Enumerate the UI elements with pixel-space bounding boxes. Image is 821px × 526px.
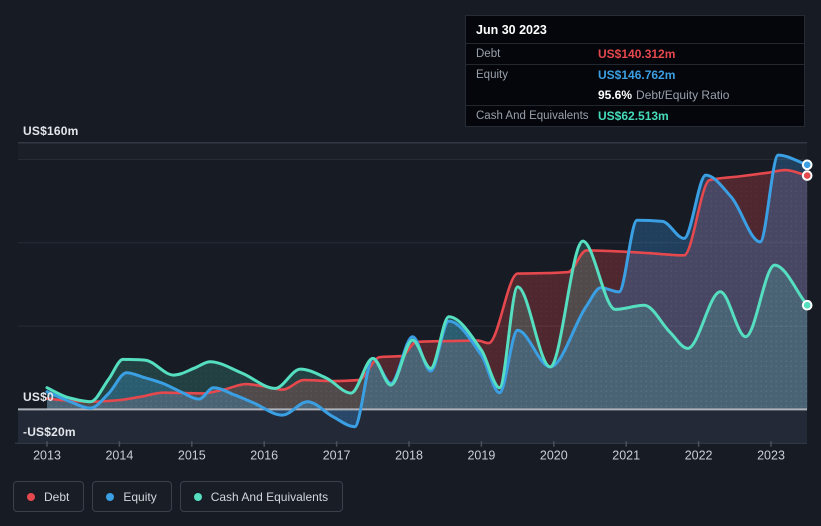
tooltip-cash-value: US$62.513m: [598, 109, 669, 123]
cash-dot-icon: [193, 492, 202, 501]
legend-item-equity[interactable]: Equity: [92, 481, 172, 512]
x-axis-label-2020: 2020: [540, 449, 568, 463]
tooltip-debt-label: Debt: [476, 48, 501, 60]
equity-line: [45, 153, 809, 429]
x-axis-label-2018: 2018: [395, 449, 423, 463]
tooltip-row-ratio: 95.6% Debt/Equity Ratio: [466, 85, 804, 106]
x-axis-label-2021: 2021: [612, 449, 640, 463]
tooltip-row-cash: Cash And Equivalents US$62.513m: [466, 106, 804, 126]
tooltip-ratio-label: Debt/Equity Ratio: [636, 88, 730, 102]
chart-legend: Debt Equity Cash And Equivalents: [13, 481, 344, 512]
cash-area-texture: [47, 241, 808, 410]
legend-item-debt[interactable]: Debt: [13, 481, 85, 512]
x-axis-label-2022: 2022: [685, 449, 713, 463]
x-axis-label-2014: 2014: [105, 449, 133, 463]
tooltip-row-debt: Debt US$140.312m: [466, 44, 804, 65]
y-axis-label-top: US$160m: [23, 124, 79, 138]
x-axis-label-2017: 2017: [323, 449, 351, 463]
below-zero-band: [18, 410, 807, 443]
legend-item-cash[interactable]: Cash And Equivalents: [179, 481, 344, 512]
y-axis-label-zero: US$0: [23, 390, 54, 404]
cash-line: [45, 239, 809, 404]
tooltip-row-equity: Equity US$146.762m: [466, 65, 804, 85]
tooltip-cash-label: Cash And Equivalents: [476, 110, 589, 122]
equity-endpoint-dot[interactable]: [801, 159, 813, 171]
legend-cash-label: Cash And Equivalents: [210, 489, 329, 504]
debt-dot-icon: [27, 492, 35, 501]
legend-equity-label: Equity: [123, 489, 157, 504]
cash-endpoint-dot[interactable]: [801, 299, 813, 311]
x-axis-label-2019: 2019: [467, 449, 495, 463]
tooltip-equity-label: Equity: [476, 69, 508, 81]
tooltip-date: Jun 30 2023: [466, 16, 804, 44]
tooltip-debt-value: US$140.312m: [598, 47, 676, 61]
debt-endpoint-dot[interactable]: [801, 170, 813, 181]
top-band: [18, 143, 807, 160]
equity-dot-icon: [106, 492, 115, 501]
x-axis-label-2016: 2016: [250, 449, 278, 463]
tooltip-equity-value: US$146.762m: [598, 68, 676, 82]
legend-debt-label: Debt: [44, 489, 70, 504]
x-axis-label-2023: 2023: [757, 449, 785, 463]
x-axis-label-2013: 2013: [33, 449, 61, 463]
tooltip-ratio: 95.6% Debt/Equity Ratio: [598, 88, 729, 102]
chart-tooltip: Jun 30 2023 Debt US$140.312m Equity US$1…: [465, 15, 805, 127]
y-axis-label-min: -US$20m: [23, 425, 76, 439]
x-axis-label-2015: 2015: [178, 449, 206, 463]
tooltip-ratio-value: 95.6%: [598, 88, 633, 102]
